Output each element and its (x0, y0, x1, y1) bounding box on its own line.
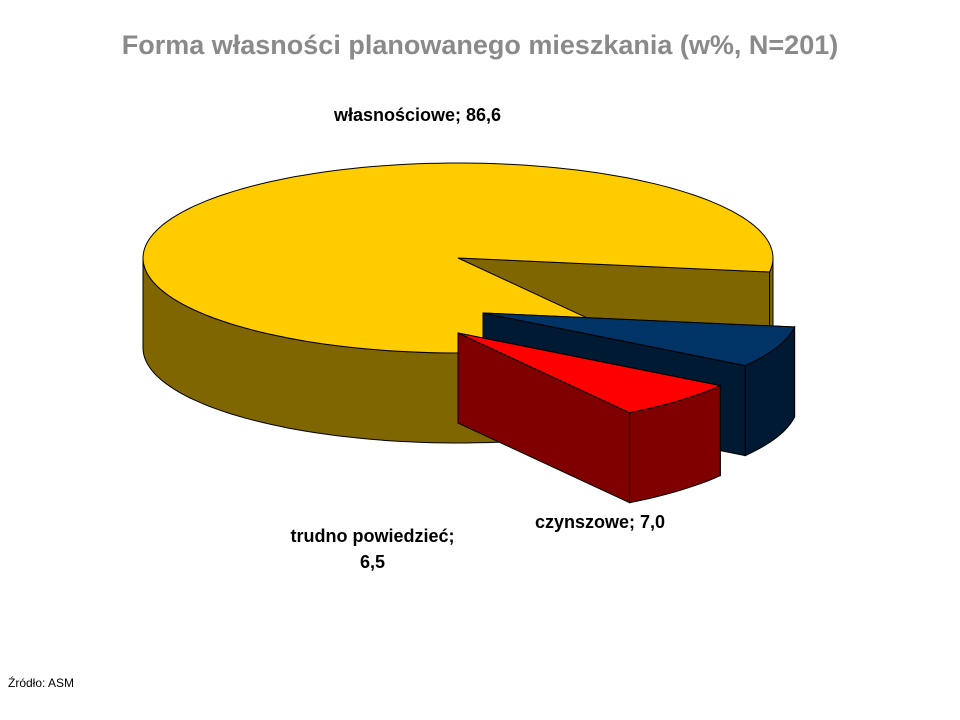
data-label: czynszowe; 7,0 (535, 512, 666, 532)
chart-title: Forma własności planowanego mieszkania (… (121, 30, 839, 60)
data-label: trudno powiedzieć; 6,5 (290, 526, 455, 572)
slice (142, 162, 774, 354)
slice (482, 312, 796, 367)
data-label: własnościowe; 86,6 (333, 105, 502, 125)
slice (457, 332, 722, 414)
source-note: Źródło: ASM (8, 676, 75, 690)
